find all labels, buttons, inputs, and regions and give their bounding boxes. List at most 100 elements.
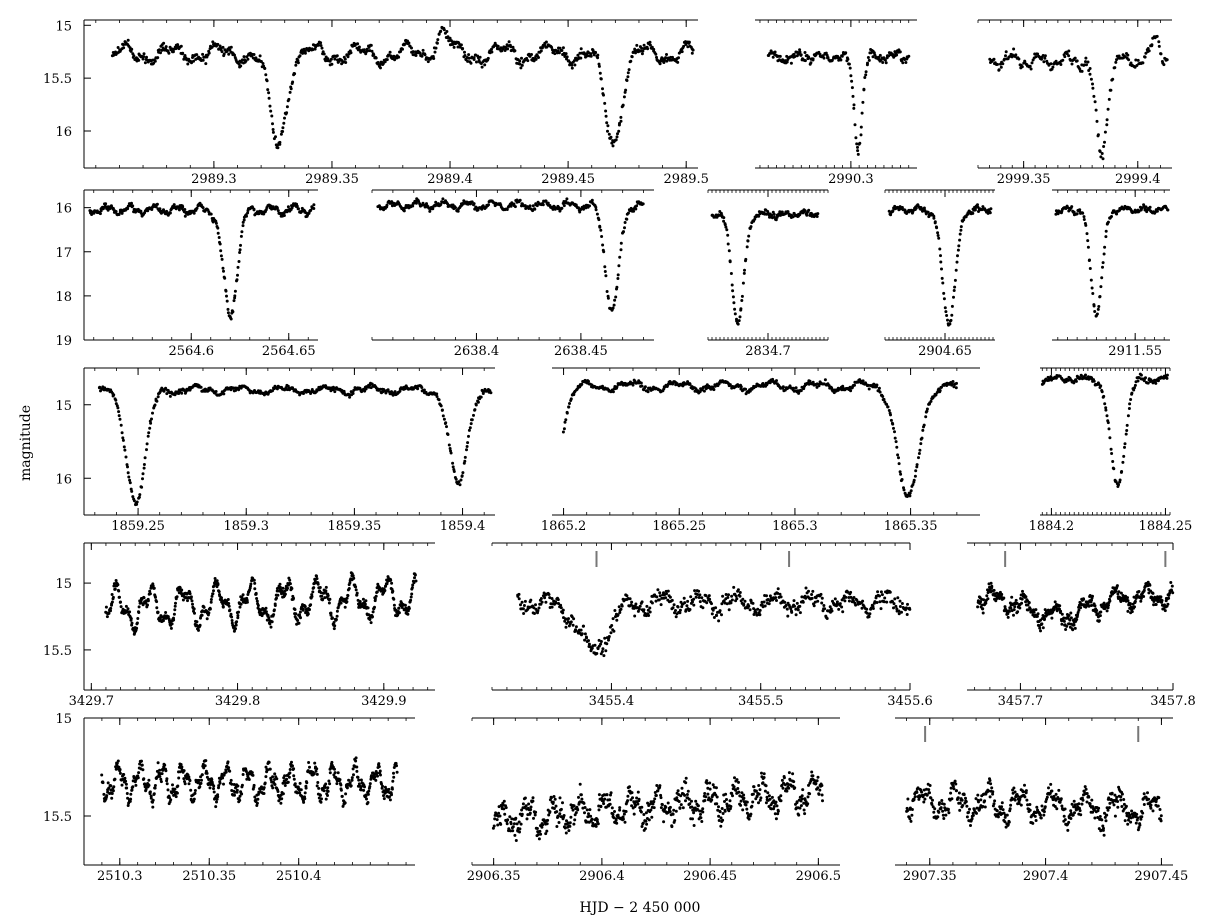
data-point [616,273,620,277]
data-point [373,597,377,601]
data-point [849,74,853,78]
x-tick-label: 3429.8 [215,694,261,709]
x-tick-label: 2638.4 [454,344,500,359]
data-point [634,51,637,55]
x-tick-label: 2564.6 [169,344,215,359]
data-point [948,322,952,326]
x-tick-label: 2989.45 [541,172,595,187]
data-point [148,589,152,593]
data-point [132,54,136,58]
data-point [932,216,936,220]
data-point [798,50,802,54]
data-point [614,138,618,142]
data-point [1109,447,1113,451]
data-point [221,45,225,49]
data-point [107,611,111,615]
data-point [173,608,177,612]
data-point [120,431,124,435]
data-point [201,52,205,56]
data-point [315,577,319,581]
data-point [958,232,962,236]
data-point [671,55,674,59]
x-tick-label: 2911.55 [1108,344,1162,359]
data-point [442,417,446,421]
y-tick-label: 16 [55,472,72,487]
data-point [466,59,470,63]
data-point [1095,312,1099,316]
data-point [148,592,152,596]
data-point [803,59,807,63]
data-point [926,210,930,214]
data-point [861,100,865,104]
data-point [599,77,603,81]
data-point [330,62,334,66]
data-point [561,430,565,434]
data-point [889,418,893,422]
data-point [1128,402,1132,406]
data-point [459,43,463,47]
data-point [901,61,905,65]
data-point [541,203,545,207]
data-point [282,214,286,217]
data-point [229,45,233,49]
data-point [664,56,668,60]
data-point [550,597,554,600]
data-point [116,583,120,587]
data-point [895,445,899,449]
data-point [603,270,607,273]
data-point [1165,373,1169,377]
data-point [599,228,603,232]
data-point [897,456,900,460]
data-point [1117,54,1121,58]
data-point [570,66,574,70]
x-tick-label: 2638.45 [554,344,608,359]
data-point [218,242,222,246]
data-point [448,36,452,40]
panel-8: 2911.55 [1052,189,1170,359]
panel-3: 2999.35 2999.4 [977,19,1172,187]
data-point [1105,414,1109,418]
data-point [155,202,159,206]
data-point [556,598,560,602]
data-point [435,395,439,398]
data-point [435,41,439,45]
data-point [254,591,258,595]
data-point [830,58,834,62]
data-point [1067,54,1071,58]
data-point [370,49,374,53]
data-point [1104,235,1108,239]
data-point [602,93,605,97]
data-point [233,294,237,298]
data-point [785,60,789,64]
data-point [195,620,199,624]
data-point [118,417,122,421]
data-point [940,276,944,280]
data-point [531,204,535,208]
data-point [1096,307,1100,311]
data-point [214,390,218,393]
data-point [731,289,735,293]
data-point [458,483,462,487]
data-point [561,46,565,50]
data-point [301,607,305,611]
data-point [399,50,403,53]
data-point [157,48,161,52]
data-point [606,296,610,300]
data-point [181,205,185,209]
data-point [520,600,524,604]
data-point [609,135,613,139]
data-point [816,212,820,216]
data-point [1004,50,1008,54]
data-point [335,54,339,58]
data-point [1086,60,1090,64]
data-point [895,53,899,57]
data-point [145,442,149,446]
data-point [572,59,576,63]
data-point [1084,60,1087,64]
data-point [225,299,229,303]
data-point [850,79,854,83]
data-point [598,71,602,75]
x-tick-label: 1865.35 [884,519,938,534]
data-point [470,418,474,422]
data-point [335,609,339,613]
